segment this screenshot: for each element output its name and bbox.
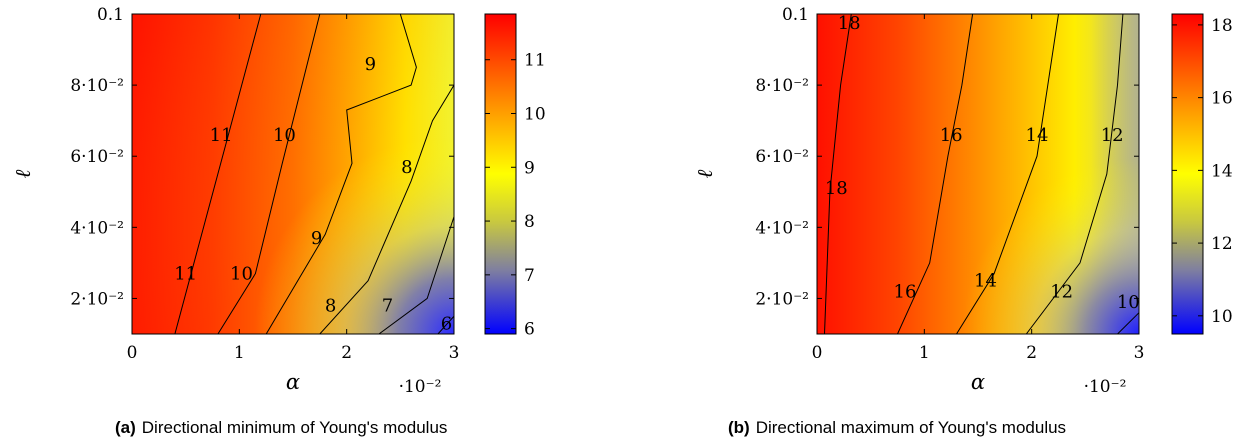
contour-label: 18	[825, 178, 848, 199]
plot-frame-a	[131, 13, 455, 335]
x-tick-label: 3	[449, 343, 460, 363]
contour-label: 11	[210, 125, 233, 146]
y-tick-label: 8·10⁻²	[755, 76, 809, 96]
y-tick-label: 6·10⁻²	[755, 147, 809, 167]
x-tick-label: 3	[1134, 343, 1145, 363]
contour-label: 9	[311, 228, 322, 249]
contour-label: 9	[365, 54, 376, 75]
contour-label: 10	[230, 264, 253, 285]
x-axis-label-a: α	[286, 370, 300, 394]
y-tick-label: 4·10⁻²	[70, 218, 124, 238]
contours-a	[174, 14, 454, 334]
contour-line-18	[824, 14, 852, 334]
plot-frame-b	[816, 13, 1140, 335]
contour-label: 14	[974, 271, 997, 292]
caption-a-text: Directional minimum of Young's modulus	[141, 418, 448, 437]
caption-a-tag: (a)	[115, 418, 136, 437]
contour-label: 10	[273, 125, 296, 146]
colorbar-a	[484, 13, 517, 335]
contour-line-16	[897, 14, 974, 334]
contour-label: 12	[1101, 125, 1124, 146]
contour-line-9	[265, 14, 417, 334]
contour-label: 6	[441, 313, 452, 334]
heatmap-a-corner	[132, 14, 454, 334]
contour-line-11	[174, 14, 262, 334]
colorbar-tick-label: 16	[1211, 89, 1233, 109]
colorbar-tick-label: 10	[1211, 307, 1233, 327]
contour-line-7	[378, 216, 454, 334]
x-tick-label: 0	[812, 343, 823, 363]
x-tick-label: 1	[919, 343, 930, 363]
caption-a: (a) Directional minimum of Young's modulu…	[115, 418, 447, 438]
contours-b	[824, 14, 1139, 334]
x-tick-label: 0	[127, 343, 138, 363]
y-tick-label: 0.1	[782, 5, 809, 25]
contour-label: 10	[1117, 292, 1140, 313]
caption-b-text: Directional maximum of Young's modulus	[755, 418, 1067, 437]
x-tick-label: 2	[341, 343, 352, 363]
colorbar-tick-label: 8	[524, 212, 535, 232]
contour-line-6	[437, 315, 454, 334]
colorbar-b	[1171, 13, 1204, 335]
contour-label: 11	[174, 264, 197, 285]
x-tick-label: 2	[1026, 343, 1037, 363]
contour-line-10	[217, 14, 321, 334]
colorbar-tick-label: 14	[1211, 161, 1233, 181]
y-tick-label: 4·10⁻²	[755, 218, 809, 238]
contour-label: 12	[1050, 281, 1073, 302]
contour-label: 16	[894, 281, 917, 302]
y-ticks-b: 2·10⁻² 4·10⁻² 6·10⁻² 8·10⁻² 0.1	[755, 5, 1139, 309]
contour-label: 14	[1026, 125, 1049, 146]
contour-labels-b: 18 16 14 12 18 16 14 12 10	[825, 13, 1140, 313]
colorbar-ticks-a: 6 7 8 9 10 11	[485, 51, 546, 340]
y-tick-label: 2·10⁻²	[755, 289, 809, 309]
caption-b-tag: (b)	[728, 418, 750, 437]
y-axis-label-a: ℓ	[11, 169, 35, 178]
x-multiplier-b: ·10⁻²	[1084, 377, 1127, 397]
caption-b: (b) Directional maximum of Young's modulu…	[728, 418, 1066, 438]
x-ticks-a: 0 1 2 3	[127, 14, 460, 363]
contour-line-14	[956, 14, 1059, 334]
y-tick-label: 8·10⁻²	[70, 76, 124, 96]
contour-label: 18	[838, 13, 861, 34]
y-tick-label: 0.1	[97, 5, 124, 25]
colorbar-tick-label: 6	[524, 320, 535, 340]
x-multiplier-a: ·10⁻²	[399, 377, 442, 397]
contour-label: 8	[325, 296, 336, 317]
colorbar-tick-label: 18	[1211, 16, 1233, 36]
colorbar-tick-label: 9	[524, 158, 535, 178]
x-axis-label-b: α	[971, 370, 985, 394]
colorbar-tick-label: 12	[1211, 234, 1233, 254]
contour-label: 16	[940, 125, 963, 146]
colorbar-ticks-b: 10 12 14 16 18	[1172, 16, 1233, 327]
x-tick-label: 1	[234, 343, 245, 363]
contour-label: 7	[382, 296, 393, 317]
contour-line-10	[1117, 312, 1139, 334]
colorbar-tick-label: 7	[524, 266, 535, 286]
colorbar-tick-label: 10	[524, 104, 546, 124]
y-axis-label-b: ℓ	[693, 169, 717, 178]
contour-line-12	[1025, 14, 1124, 334]
contour-labels-a: 11 10 9 8 9 11 10 8 7 6	[174, 54, 452, 334]
y-tick-label: 2·10⁻²	[70, 289, 124, 309]
heatmap-b-corner	[817, 14, 1139, 334]
y-tick-label: 6·10⁻²	[70, 147, 124, 167]
colorbar-tick-label: 11	[524, 51, 546, 71]
contour-line-8	[319, 84, 454, 334]
contour-label: 8	[401, 157, 412, 178]
y-ticks-a: 2·10⁻² 4·10⁻² 6·10⁻² 8·10⁻² 0.1	[70, 5, 454, 309]
